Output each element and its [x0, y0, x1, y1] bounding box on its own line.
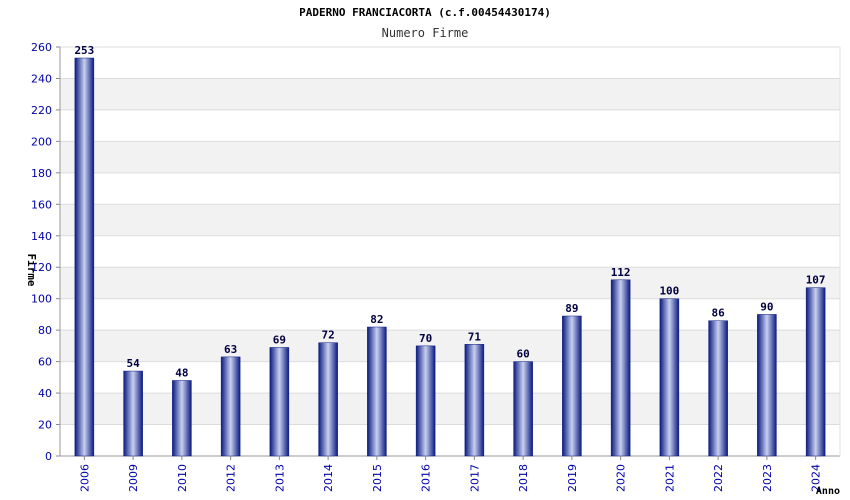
data-label: 69 [273, 333, 286, 346]
y-tick-label: 20 [38, 419, 52, 432]
bar [318, 342, 338, 457]
data-label: 48 [175, 366, 188, 379]
grid-band [60, 267, 840, 299]
x-tick-label: 2015 [371, 464, 384, 492]
y-tick-label: 60 [38, 356, 52, 369]
data-label: 100 [659, 285, 679, 298]
y-tick-label: 160 [31, 198, 52, 211]
chart-subtitle: Numero Firme [381, 26, 469, 40]
x-tick-label: 2024 [810, 464, 823, 492]
x-tick-label: 2021 [663, 464, 676, 492]
y-tick-label: 220 [31, 104, 52, 117]
y-tick-label: 100 [31, 293, 52, 306]
y-tick-label: 180 [31, 167, 52, 180]
x-tick-label: 2023 [761, 464, 774, 492]
x-tick-label: 2022 [712, 464, 725, 492]
y-tick-label: 40 [38, 387, 52, 400]
bar [367, 326, 387, 457]
data-label: 60 [517, 348, 530, 361]
y-tick-label: 260 [31, 41, 52, 54]
y-tick-label: 0 [45, 450, 52, 463]
data-label: 89 [565, 302, 578, 315]
bar [464, 344, 485, 457]
data-label: 72 [322, 329, 335, 342]
x-tick-label: 2014 [322, 464, 335, 492]
bar [269, 347, 290, 457]
y-tick-label: 120 [31, 261, 52, 274]
data-label: 86 [712, 307, 726, 320]
data-label: 70 [419, 332, 432, 345]
bar [74, 57, 95, 457]
grid-band [60, 141, 840, 173]
bar [659, 298, 680, 457]
y-tick-label: 240 [31, 72, 52, 85]
bar [513, 361, 533, 457]
data-label: 71 [468, 330, 482, 343]
x-tick-label: 2010 [176, 464, 189, 492]
bar [757, 314, 777, 457]
x-tick-label: 2019 [566, 464, 579, 492]
y-axis-label: Firme [25, 253, 38, 286]
data-label: 253 [74, 44, 94, 57]
x-tick-label: 2018 [517, 464, 530, 492]
y-tick-label: 140 [31, 230, 52, 243]
x-tick-label: 2009 [127, 464, 140, 492]
data-label: 54 [127, 357, 141, 370]
chart-title: PADERNO FRANCIACORTA (c.f.00454430174) [299, 6, 551, 19]
bar [805, 287, 826, 457]
y-tick-label: 80 [38, 324, 52, 337]
bar [610, 279, 631, 457]
y-tick-label: 200 [31, 135, 52, 148]
data-label: 112 [611, 266, 631, 279]
bar [172, 380, 192, 457]
grid-band [60, 204, 840, 236]
x-tick-label: 2017 [468, 464, 481, 492]
x-tick-label: 2016 [420, 464, 433, 492]
data-label: 90 [760, 300, 773, 313]
x-tick-label: 2012 [225, 464, 238, 492]
data-label: 107 [806, 274, 826, 287]
x-tick-label: 2006 [78, 464, 91, 492]
grid-band [60, 78, 840, 110]
x-tick-label: 2013 [273, 464, 286, 492]
bar [123, 370, 143, 457]
data-label: 82 [370, 313, 383, 326]
bar [562, 315, 582, 457]
x-axis-label: Anno [816, 486, 840, 497]
data-label: 63 [224, 343, 237, 356]
bar [708, 320, 728, 457]
x-tick-label: 2020 [615, 464, 628, 492]
bar [220, 356, 241, 457]
bar [415, 345, 436, 457]
